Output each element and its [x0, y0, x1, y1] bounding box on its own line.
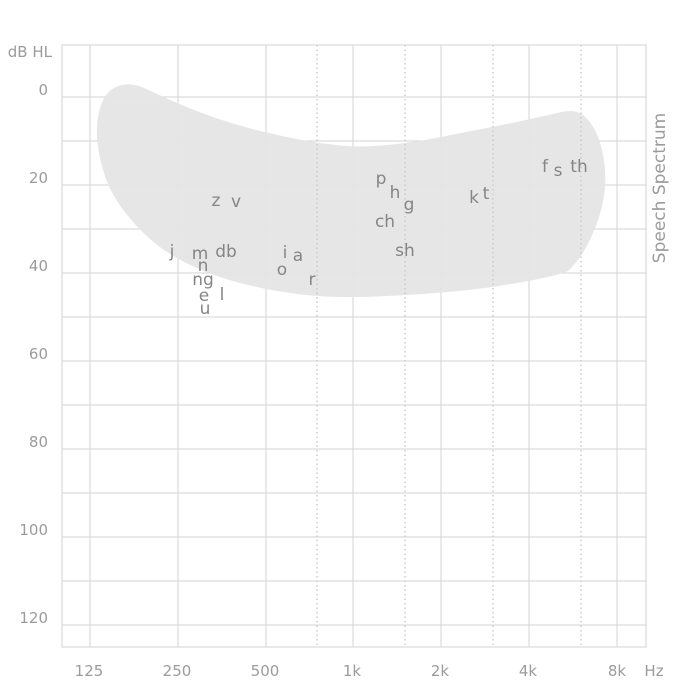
plot-border — [61, 44, 647, 648]
speech-banana-region — [96, 84, 606, 298]
dotted-gridlines — [316, 45, 582, 647]
solid-gridlines — [62, 45, 646, 647]
